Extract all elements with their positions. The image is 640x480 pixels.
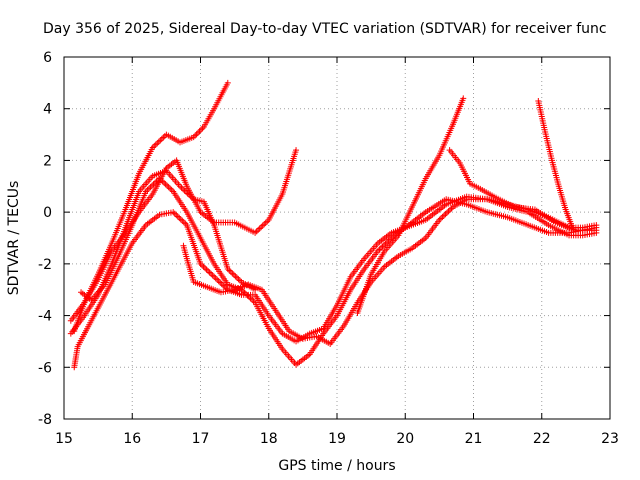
y-tick-label: 2 [43,153,52,169]
data-point [440,212,447,219]
y-tick-label: 4 [43,102,52,118]
data-point [227,268,234,275]
data-point [195,129,202,136]
x-tick-label: 22 [533,431,551,447]
data-point [197,126,204,133]
data-point [293,147,300,154]
x-tick-label: 20 [396,431,414,447]
data-point [235,276,242,283]
data-series [67,79,600,371]
data-point [437,215,444,222]
series-arc-1 [71,79,231,335]
data-point [155,138,162,145]
data-point [176,214,183,221]
data-point [178,184,185,191]
data-point [249,296,256,303]
data-point [212,275,219,282]
data-point [199,125,206,132]
data-point [168,187,175,194]
y-tick-label: -8 [38,412,52,428]
data-point [593,222,600,229]
series-arc-6 [180,196,600,348]
y-tick-label: 6 [43,50,52,66]
data-point [377,245,384,252]
data-point [593,227,600,234]
x-tick-label: 23 [601,431,619,447]
data-point [190,134,197,141]
data-point [460,95,467,102]
data-point [259,222,266,229]
data-point [196,128,203,135]
data-point [215,278,222,285]
data-point [442,211,449,218]
y-axis-label: SDTVAR / TECUs [6,181,22,296]
data-point [147,184,154,191]
data-point [179,217,186,224]
chart-title: Day 356 of 2025, Sidereal Day-to-day VTE… [43,21,607,37]
data-point [229,270,236,277]
grid [64,57,610,419]
data-point [253,228,260,235]
x-tick-label: 17 [192,431,210,447]
y-tick-label: -4 [38,309,52,325]
data-point [232,273,239,280]
data-point [180,186,187,193]
data-point [154,140,161,147]
data-point [145,185,152,192]
y-tick-label: -6 [38,360,52,376]
data-point [180,219,187,226]
data-point [244,292,251,299]
series-arc-8 [446,147,600,234]
data-point [157,137,164,144]
data-point [173,212,180,219]
x-tick-label: 16 [123,431,141,447]
data-point [209,272,216,279]
data-point [569,224,576,231]
data-point [177,216,184,223]
data-point [230,271,237,278]
data-point [205,268,212,275]
data-point [233,274,240,281]
data-point [445,208,452,215]
data-point [203,266,210,273]
data-point [206,269,213,276]
axis-ticks: 15 16 17 18 19 20 21 22 23 -8 -6 -4 -2 0 2 4 6 [38,50,619,447]
data-point [193,131,200,138]
x-tick-label: 15 [55,431,73,447]
data-point [208,270,215,277]
data-point [261,221,268,228]
series-arc-5 [78,175,600,368]
series-arc-9 [535,97,576,231]
y-tick-label: 0 [43,205,52,221]
data-point [217,279,224,286]
data-point [171,210,178,217]
data-point [443,209,450,216]
data-point [258,224,265,231]
data-point [202,265,209,272]
data-point [165,184,172,191]
x-tick-label: 19 [328,431,346,447]
series-arc-7 [354,95,467,316]
data-point [164,182,171,189]
y-tick-label: -2 [38,257,52,273]
data-point [439,214,446,221]
data-point [224,79,231,86]
data-point [262,219,269,226]
data-point [167,185,174,192]
data-point [192,132,199,139]
data-point [376,246,383,253]
data-point [211,273,218,280]
data-point [200,263,207,270]
data-point [214,276,221,283]
x-axis-label: GPS time / hours [278,458,395,474]
x-tick-label: 21 [465,431,483,447]
data-point [256,225,263,232]
x-tick-label: 18 [260,431,278,447]
data-point [161,179,168,186]
data-point [162,181,169,188]
data-point [174,213,181,220]
data-point [152,141,159,148]
data-point [158,135,165,142]
